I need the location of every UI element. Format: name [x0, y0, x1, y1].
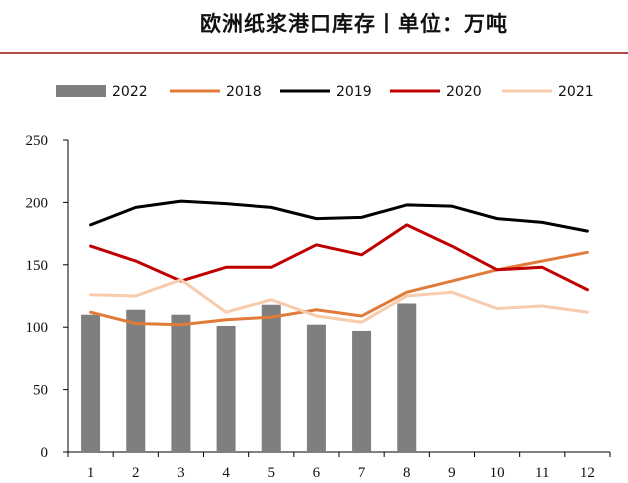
x-tick-label: 2: [132, 465, 140, 481]
bar-2022: [216, 325, 236, 452]
legend-label-2020: 2020: [446, 84, 482, 100]
bar-2022: [81, 314, 101, 452]
x-tick-label: 4: [222, 465, 230, 481]
legend-label-2019: 2019: [336, 84, 372, 100]
y-tick-label: 0: [41, 445, 49, 461]
bar-2022: [306, 324, 326, 452]
bar-2022: [352, 330, 372, 452]
y-tick-label: 200: [26, 195, 49, 211]
chart-title: 欧洲纸浆港口库存丨单位：万吨: [200, 12, 508, 36]
bar-2022: [397, 303, 417, 452]
x-tick-label: 10: [490, 465, 505, 481]
series-line-2020: [89, 223, 589, 292]
x-tick-label: 6: [313, 465, 321, 481]
x-tick-label: 5: [268, 465, 276, 481]
series-line-2018: [89, 250, 589, 327]
x-tick-label: 3: [177, 465, 185, 481]
y-tick-label: 150: [26, 258, 49, 274]
series-line-2021: [89, 278, 589, 324]
x-tick-label: 11: [535, 465, 549, 481]
title-divider: [0, 52, 628, 54]
legend-label-2018: 2018: [226, 84, 262, 100]
x-tick-label: 12: [580, 465, 595, 481]
x-tick-label: 1: [87, 465, 95, 481]
x-tick-label: 7: [358, 465, 366, 481]
bar-2022: [171, 314, 191, 452]
legend-swatch-2022: [56, 85, 106, 97]
bar-2022: [126, 309, 146, 452]
x-tick-label: 9: [448, 465, 456, 481]
series-line-2019: [89, 199, 589, 233]
legend-label-2022: 2022: [112, 84, 148, 100]
y-tick-label: 100: [26, 320, 49, 336]
x-tick-label: 8: [403, 465, 411, 481]
y-tick-label: 250: [26, 133, 49, 149]
legend-label-2021: 2021: [558, 84, 594, 100]
bar-2022: [261, 304, 281, 452]
y-tick-label: 50: [33, 383, 48, 399]
